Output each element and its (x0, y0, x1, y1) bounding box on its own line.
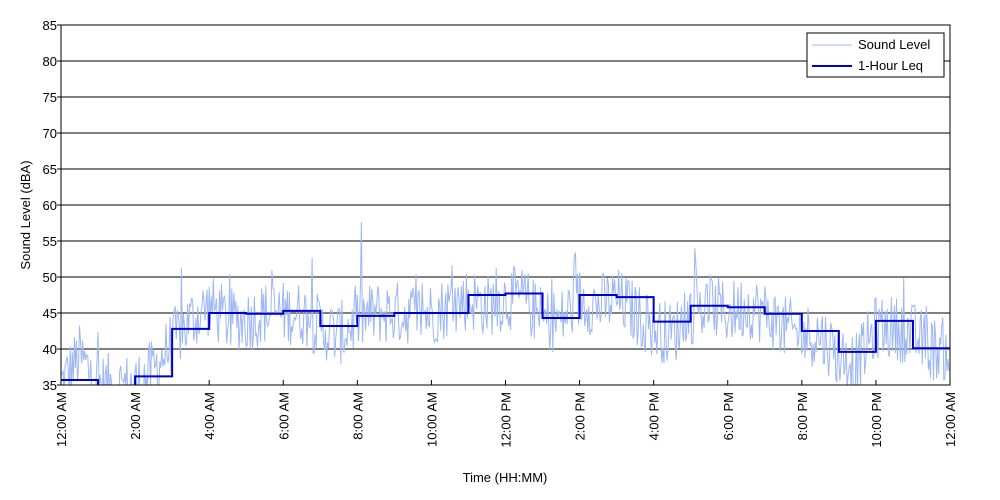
y-axis-ticks: 35 40 45 50 55 60 65 70 75 80 85 (43, 18, 61, 393)
x-tick-label: 6:00 AM (276, 392, 291, 440)
x-tick-label: 2:00 AM (128, 392, 143, 440)
y-tick-label: 45 (43, 306, 57, 321)
x-tick-label: 2:00 PM (573, 392, 588, 440)
x-tick-label: 8:00 PM (795, 392, 810, 440)
legend-label-sound-level: Sound Level (858, 37, 930, 52)
y-tick-label: 50 (43, 270, 57, 285)
y-tick-label: 60 (43, 198, 57, 213)
x-tick-label: 10:00 AM (424, 392, 439, 447)
y-tick-label: 85 (43, 18, 57, 33)
x-tick-label: 4:00 AM (202, 392, 217, 440)
y-tick-label: 75 (43, 90, 57, 105)
legend-box (806, 32, 945, 78)
series-leq-line (61, 292, 950, 385)
y-tick-label: 55 (43, 234, 57, 249)
x-axis-label: Time (HH:MM) (463, 470, 548, 485)
x-tick-label: 6:00 PM (721, 392, 736, 440)
y-tick-label: 65 (43, 162, 57, 177)
y-tick-label: 35 (43, 378, 57, 393)
x-tick-label: 10:00 PM (869, 392, 884, 448)
x-tick-label: 4:00 PM (647, 392, 662, 440)
y-tick-label: 40 (43, 342, 57, 357)
x-axis-ticks: 12:00 AM 2:00 AM 4:00 AM 6:00 AM 8:00 AM 10:0… (54, 380, 958, 448)
y-tick-label: 80 (43, 54, 57, 69)
x-tick-label: 12:00 AM (54, 392, 69, 447)
x-tick-label: 8:00 AM (350, 392, 365, 440)
x-tick-label: 12:00 PM (499, 392, 514, 448)
plot-frame (60, 24, 951, 386)
legend: Sound Level 1-Hour Leq (806, 32, 945, 78)
legend-label-leq: 1-Hour Leq (858, 58, 923, 73)
x-tick-label: 12:00 AM (943, 392, 958, 447)
y-tick-label: 70 (43, 126, 57, 141)
y-axis-label: Sound Level (dBA) (18, 160, 33, 269)
